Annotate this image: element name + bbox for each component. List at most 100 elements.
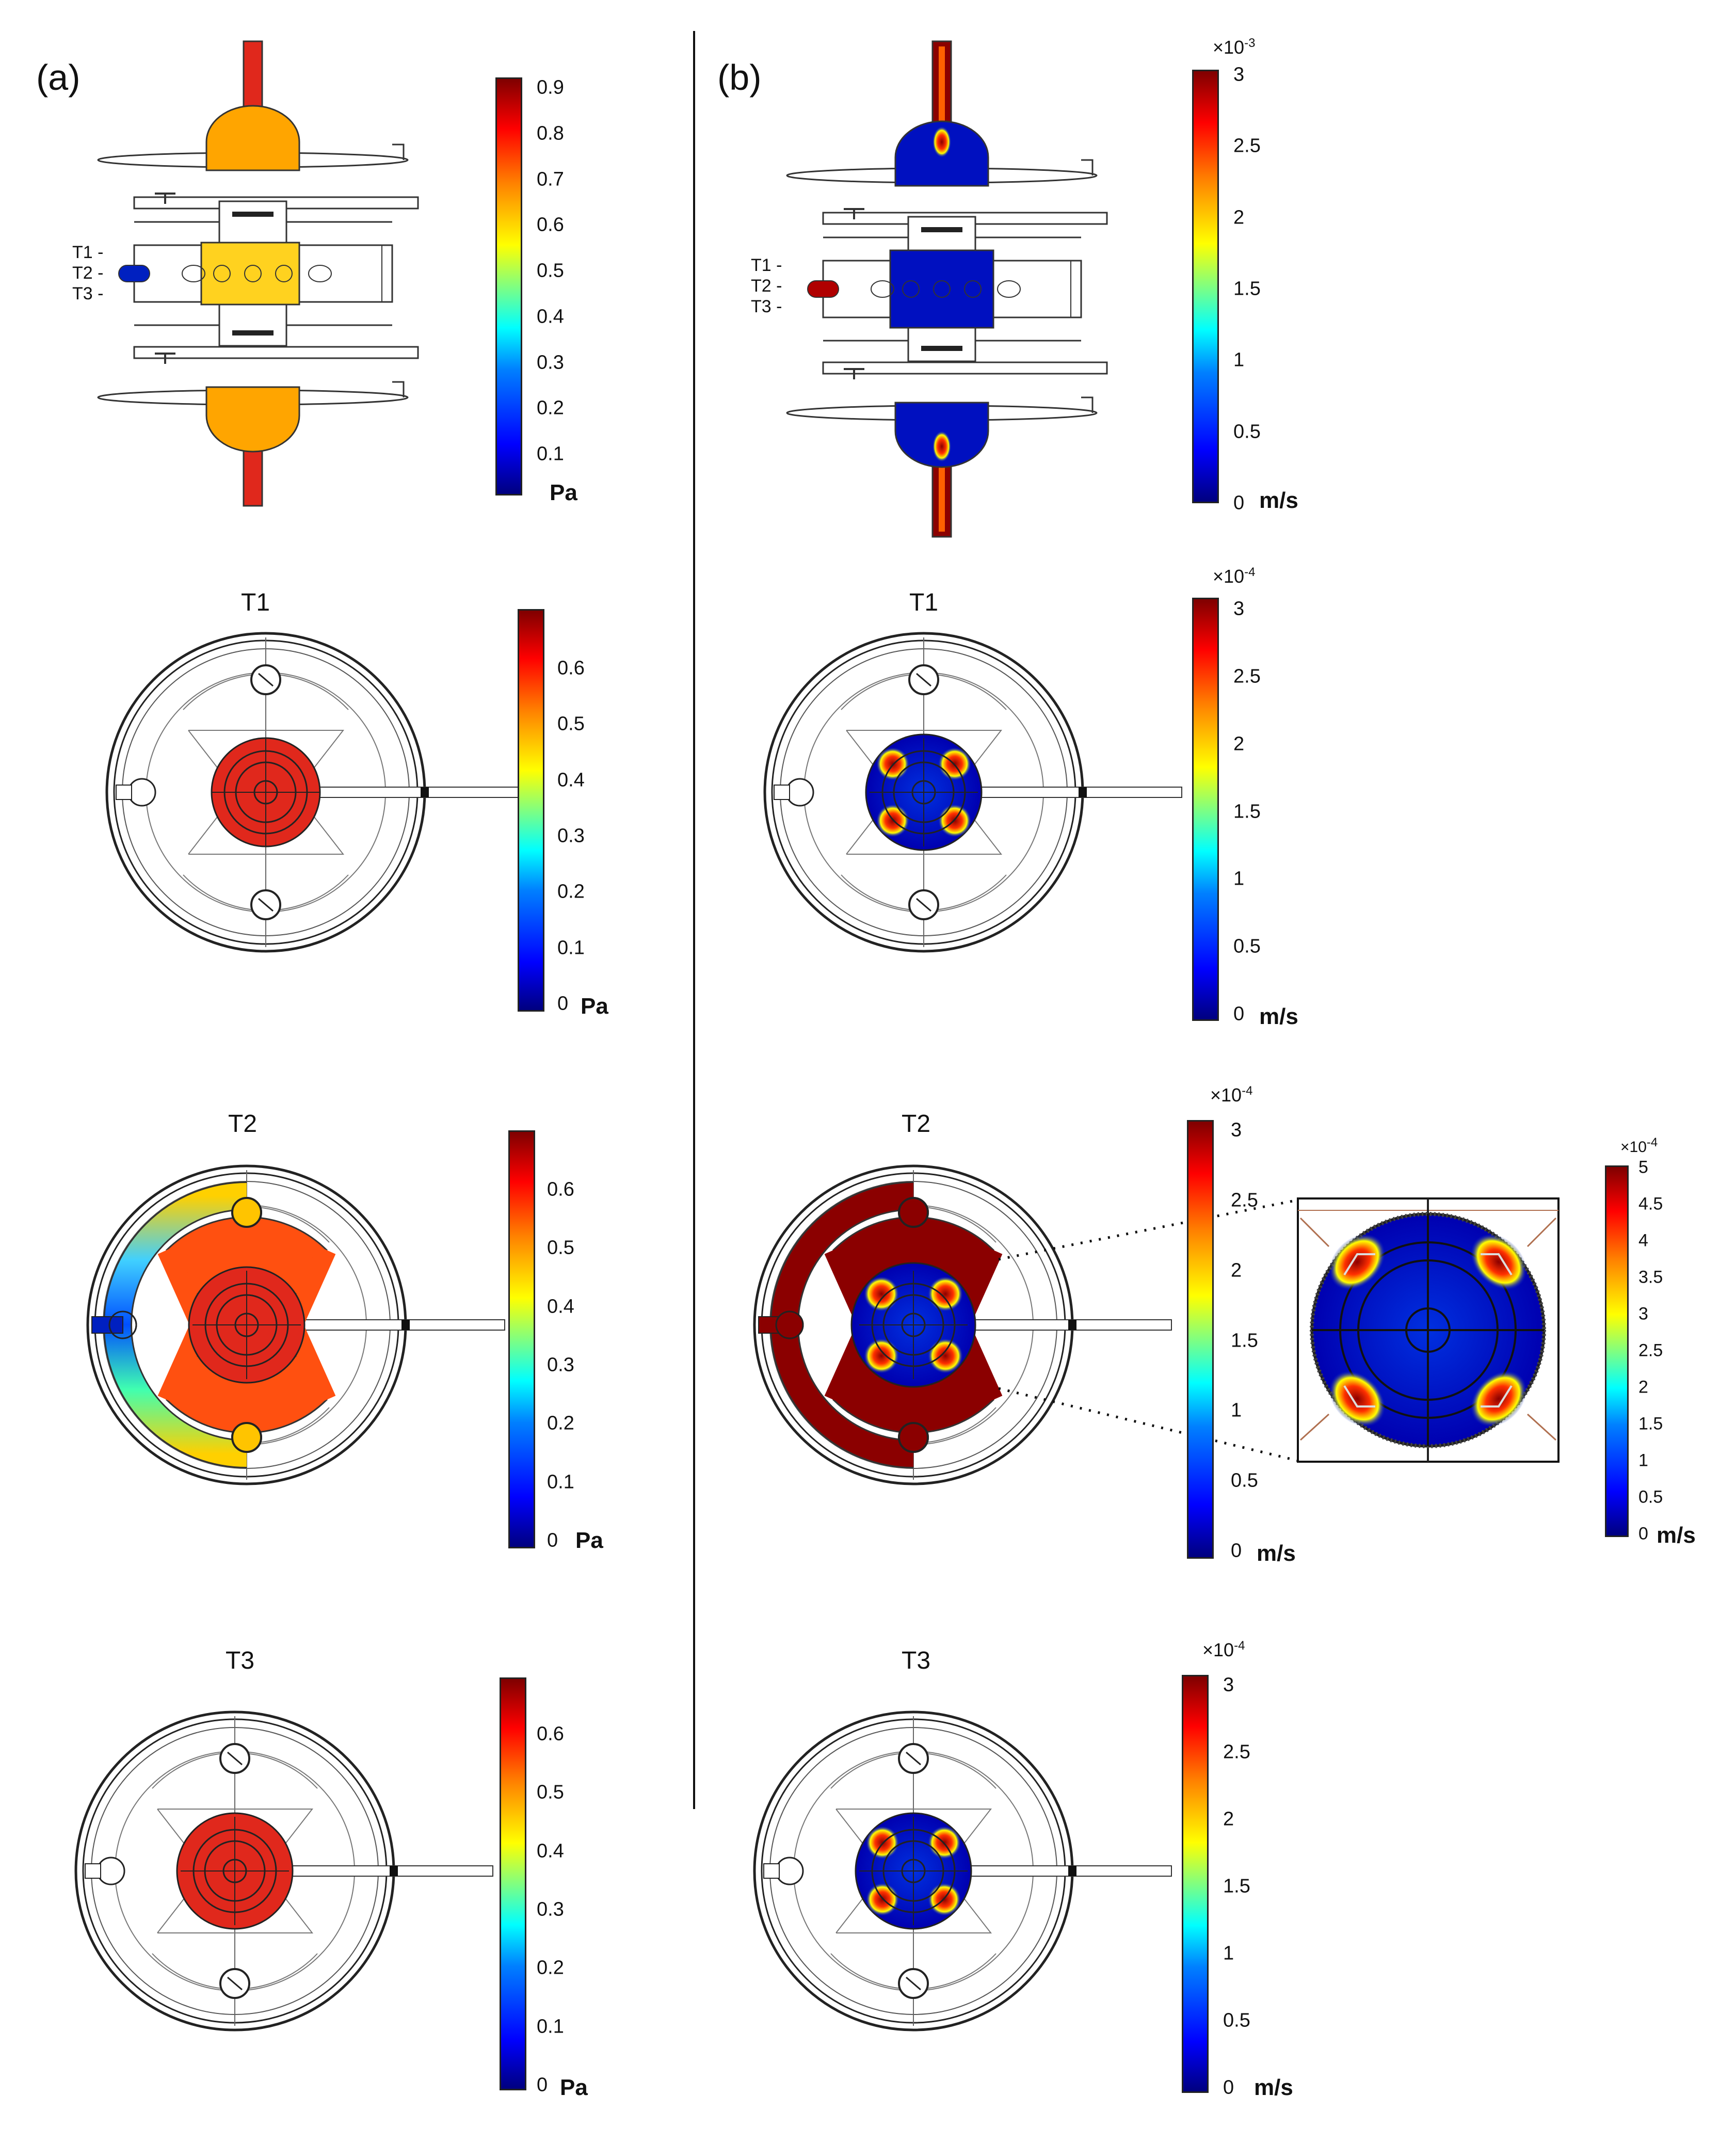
b-t1-multiplier-exponent: -4: [1244, 565, 1256, 579]
a-t3-tick: 0.6: [537, 1723, 564, 1745]
b-zoom-tick: 3.5: [1638, 1267, 1663, 1287]
a-t1-tick: 0.4: [557, 769, 585, 791]
a-t3-tick: 0.2: [537, 1957, 564, 1979]
a-t1-tick: 0.3: [557, 825, 585, 847]
b-t2-tick: 0: [1231, 1540, 1242, 1562]
b-t2-tick: 3: [1231, 1119, 1242, 1141]
a-t2-tick: 0.2: [547, 1412, 574, 1434]
b-t1-multiplier: ×10-4: [1213, 565, 1255, 587]
b-t3-tick: 1.5: [1223, 1875, 1250, 1897]
a-overview-tick: 0.3: [537, 351, 564, 373]
b-t2-colorbar: [1187, 1120, 1214, 1559]
b-t3-tick: 2.5: [1223, 1741, 1250, 1763]
b-zoom-tick: 1.5: [1638, 1414, 1663, 1434]
a-t3-tick: 0.3: [537, 1898, 564, 1921]
b-t3-tick: 3: [1223, 1674, 1234, 1696]
b-overview-tick: 2.5: [1233, 135, 1261, 157]
a-t1-tick: 0.1: [557, 937, 585, 959]
a-t2-tick: 0: [547, 1529, 558, 1552]
b-t2-tick: 1.5: [1231, 1330, 1258, 1351]
b-section-label-t1: T1 -: [751, 255, 782, 275]
b-t1-tick: 1: [1233, 868, 1245, 890]
a-t2-tick: 0.5: [547, 1237, 574, 1259]
b-overview-tick: 1: [1233, 349, 1245, 371]
b-t3-colorbar: [1182, 1675, 1209, 2093]
a-t3-tick: 0.5: [537, 1781, 564, 1803]
b-t2-section: [754, 1166, 1171, 1484]
a-overview-tick: 0.6: [537, 214, 564, 236]
a-overview-tick: 0.8: [537, 122, 564, 145]
b-t3-tick: 0.5: [1223, 2009, 1250, 2032]
b-zoom-tick: 2.5: [1638, 1340, 1663, 1361]
a-overview-tick: 0.4: [537, 306, 564, 328]
a-t1-tick: 0.2: [557, 881, 585, 903]
b-zoom-tick: 3: [1638, 1304, 1648, 1324]
b-t3-tick: 0: [1223, 2076, 1234, 2099]
a-t2-tick: 0.6: [547, 1178, 574, 1201]
a-t3-tick: 0: [537, 2074, 548, 2096]
b-overview-tick: 1.5: [1233, 278, 1261, 300]
a-section-label-t2: T2 -: [72, 263, 104, 283]
b-t2-tick: 2.5: [1231, 1189, 1258, 1211]
b-t2-tick: 1: [1231, 1399, 1242, 1421]
a-t1-colorbar: [518, 609, 544, 1012]
a-overview-tick: 0.2: [537, 397, 564, 419]
a-section-label-t3: T3 -: [72, 284, 104, 303]
b-t2-title: T2: [901, 1110, 931, 1138]
b-zoom-unit: m/s: [1657, 1523, 1696, 1548]
b-overview-tick: 2: [1233, 206, 1245, 229]
b-overview-multiplier-exponent: -3: [1244, 36, 1256, 50]
b-zoom-tick: 1: [1638, 1450, 1648, 1470]
b-t2-multiplier: ×10-4: [1210, 1084, 1252, 1106]
b-t3-title: T3: [901, 1647, 931, 1674]
a-t2-tick: 0.3: [547, 1354, 574, 1376]
a-t3-tick: 0.1: [537, 2016, 564, 2038]
b-t2-multiplier-base: ×10: [1210, 1084, 1242, 1106]
a-t1-tick: 0: [557, 993, 569, 1015]
a-overview-tick: 0.7: [537, 168, 564, 190]
b-t2-tick: 0.5: [1231, 1469, 1258, 1492]
b-zoom-tick: 2: [1638, 1377, 1648, 1397]
a-t3-colorbar: [500, 1677, 526, 2090]
a-t1-title: T1: [240, 589, 270, 616]
a-t2-tick: 0.1: [547, 1471, 574, 1493]
a-t2-title: T2: [228, 1110, 258, 1138]
b-overview-unit: m/s: [1259, 488, 1298, 513]
b-t3-tick: 2: [1223, 1808, 1234, 1830]
a-t1-tick: 0.5: [557, 713, 585, 735]
b-zoom-tick: 4: [1638, 1230, 1648, 1251]
a-t3-title: T3: [225, 1647, 255, 1674]
zoom-line-bottom: [998, 1387, 1298, 1462]
b-overview-multiplier-base: ×10: [1213, 37, 1245, 58]
b-zoom-colorbar: [1605, 1165, 1629, 1537]
b-t1-tick: 2: [1233, 733, 1245, 755]
b-section-label-t2: T2 -: [751, 276, 782, 296]
b-zoom-tick: 0: [1638, 1524, 1648, 1544]
panel-a-label: (a): [36, 57, 81, 98]
b-zoom-multiplier: ×10-4: [1620, 1136, 1658, 1156]
b-overview-colorbar: [1192, 70, 1219, 503]
b-t3-multiplier-base: ×10: [1202, 1639, 1234, 1660]
b-t2-zoom-inset: [1297, 1197, 1560, 1463]
b-zoom-tick: 0.5: [1638, 1487, 1663, 1507]
b-zoom-tick: 5: [1638, 1157, 1648, 1177]
b-t1-multiplier-base: ×10: [1213, 566, 1245, 587]
a-t2-colorbar: [508, 1130, 535, 1548]
b-t3-multiplier: ×10-4: [1202, 1639, 1245, 1661]
a-overview-tick: 0.5: [537, 260, 564, 282]
b-zoom-tick: 4.5: [1638, 1194, 1663, 1214]
a-t3-tick: 0.4: [537, 1840, 564, 1862]
a-overview-tick: 0.9: [537, 76, 564, 99]
b-zoom-multiplier-base: ×10: [1620, 1139, 1647, 1156]
b-t3-section: [754, 1712, 1171, 2030]
b-t2-multiplier-exponent: -4: [1242, 1084, 1253, 1098]
a-t1-tick: 0.6: [557, 657, 585, 679]
b-t3-unit: m/s: [1254, 2075, 1293, 2100]
b-overview-multiplier: ×10-3: [1213, 36, 1255, 58]
a-t3-unit: Pa: [560, 2075, 588, 2100]
a-t2-section: [88, 1166, 505, 1484]
a-t2-tick: 0.4: [547, 1296, 574, 1318]
b-overview-tick: 0.5: [1233, 421, 1261, 443]
a-t1-unit: Pa: [581, 994, 608, 1019]
